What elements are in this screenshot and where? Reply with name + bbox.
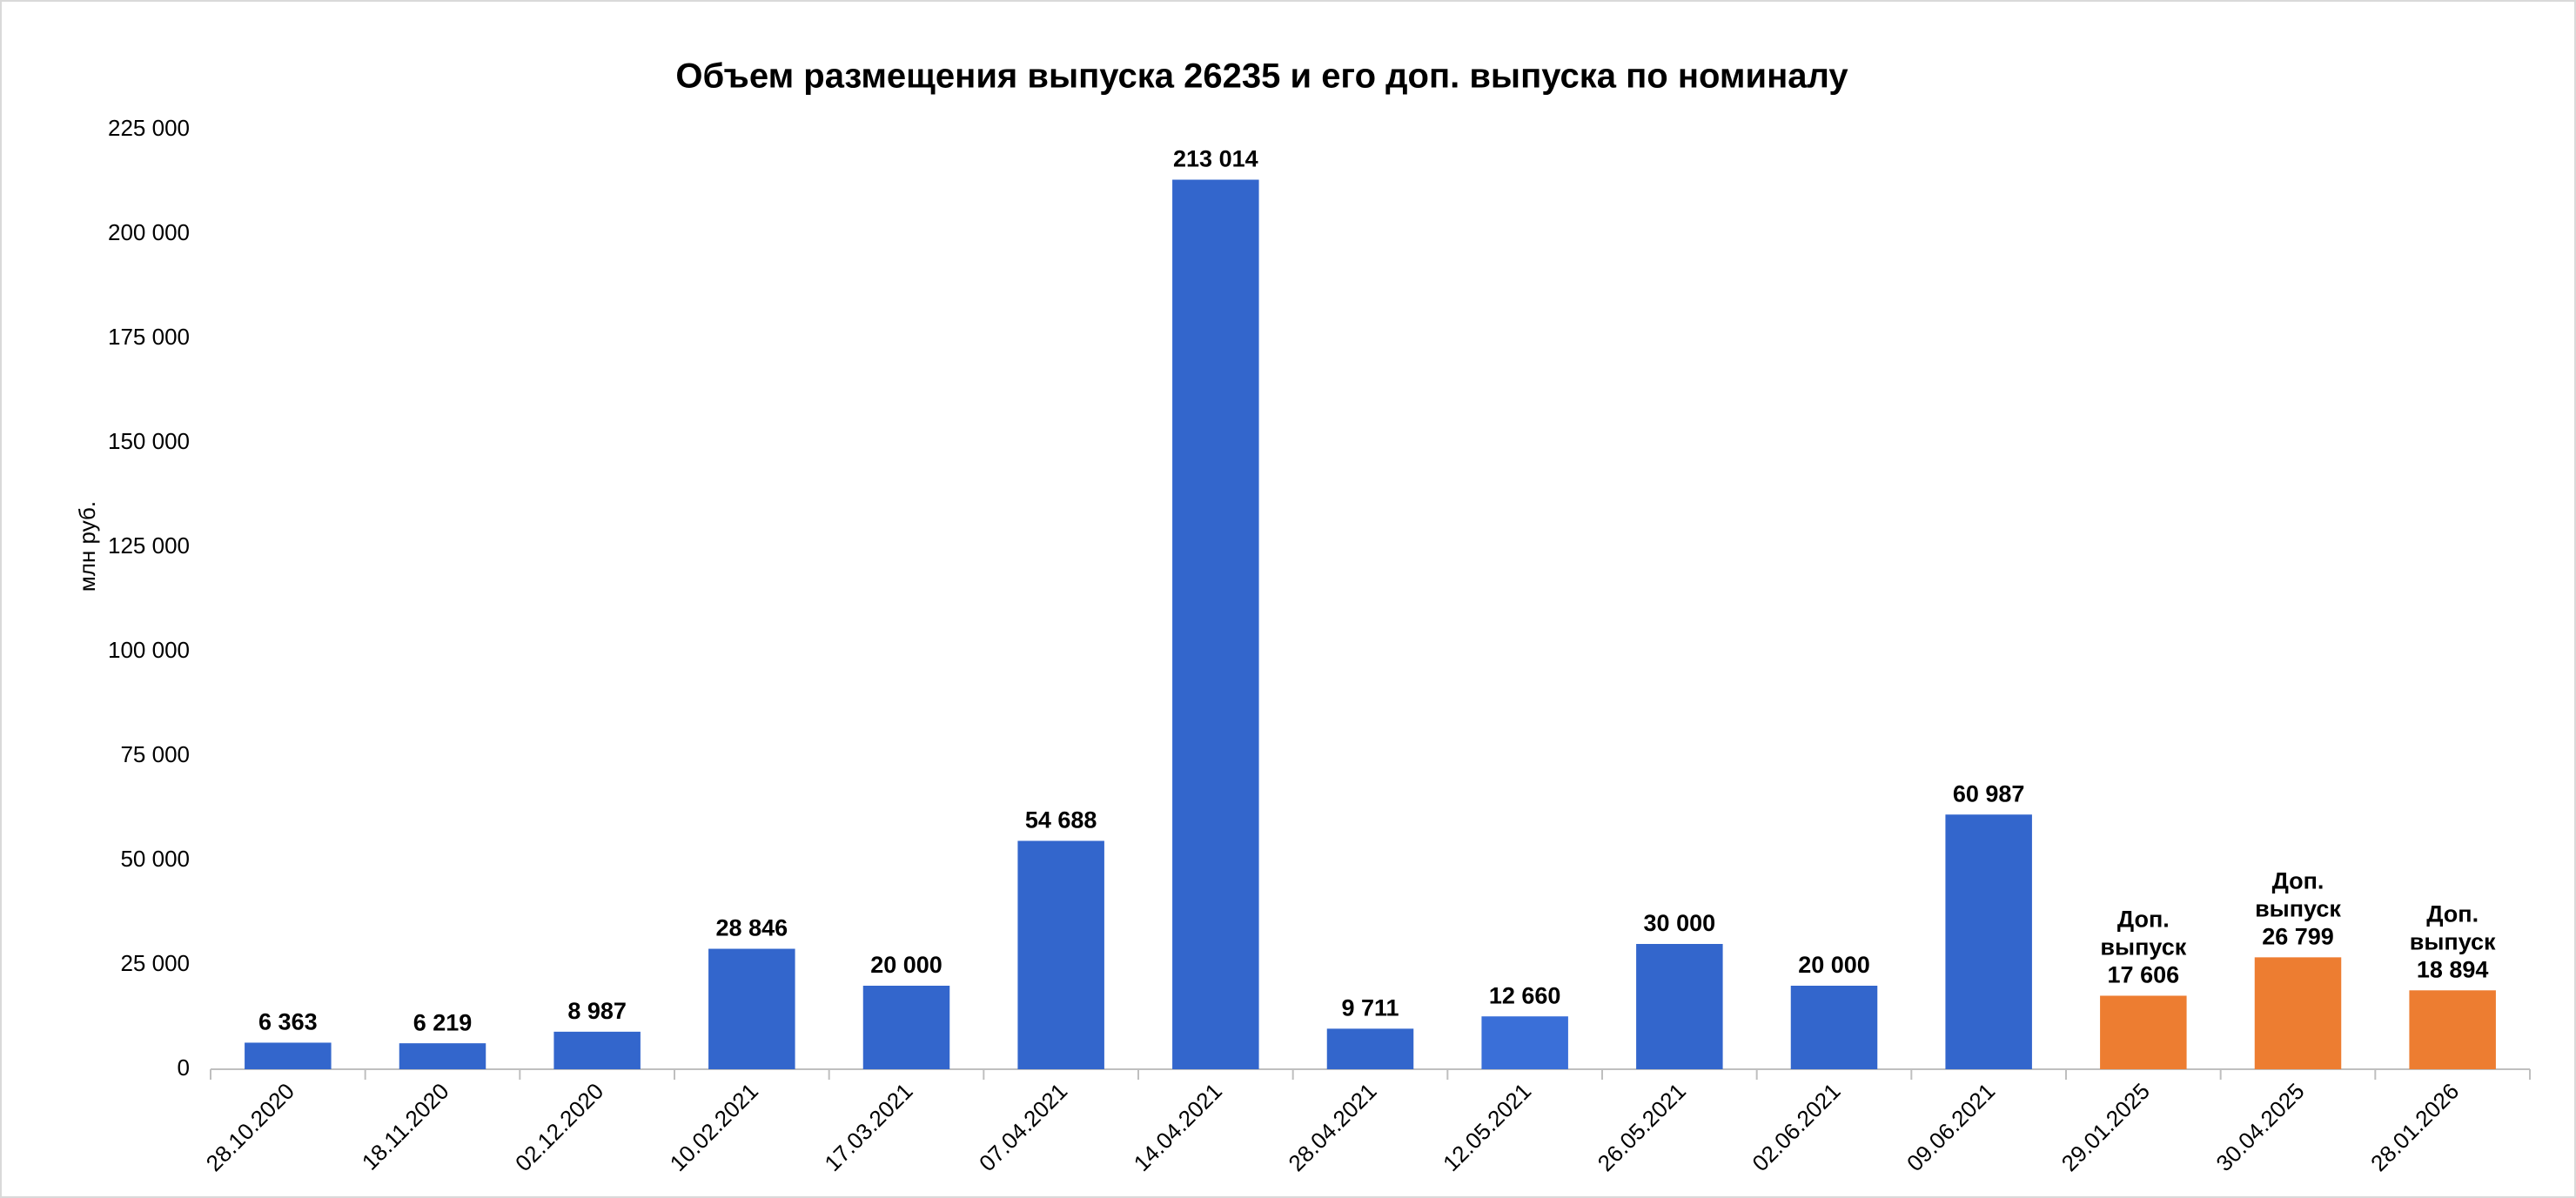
y-tick-label: 225 000 xyxy=(108,115,190,141)
data-label-note: Доп. xyxy=(2117,907,2170,933)
data-label-note: выпуск xyxy=(2255,895,2341,921)
bar xyxy=(1945,814,2032,1069)
data-label: 9 711 xyxy=(1341,995,1399,1021)
data-label: 6 363 xyxy=(258,1009,318,1035)
data-label: 54 688 xyxy=(1025,807,1097,833)
bar xyxy=(1636,944,1723,1069)
data-label: 60 987 xyxy=(1953,780,2025,806)
chart-title: Объем размещения выпуска 26235 и его доп… xyxy=(675,57,1848,96)
data-label: 20 000 xyxy=(870,952,943,978)
bar xyxy=(1017,840,1104,1069)
bar xyxy=(1326,1028,1414,1069)
bar xyxy=(553,1031,641,1069)
y-tick-label: 175 000 xyxy=(108,324,190,350)
bar xyxy=(245,1042,332,1069)
data-label-note: выпуск xyxy=(2100,934,2186,960)
bar xyxy=(708,948,795,1069)
data-label-note: выпуск xyxy=(2410,928,2496,954)
data-label: 30 000 xyxy=(1644,910,1716,936)
bar xyxy=(1172,179,1259,1069)
bar xyxy=(2254,957,2342,1069)
bar xyxy=(399,1043,486,1069)
y-axis-label: млн руб. xyxy=(74,501,100,592)
y-tick-label: 200 000 xyxy=(108,219,190,245)
data-label: 8 987 xyxy=(567,998,627,1024)
y-tick-label: 150 000 xyxy=(108,428,190,454)
data-label: 20 000 xyxy=(1798,952,1870,978)
bar xyxy=(862,986,950,1069)
data-label: 17 606 xyxy=(2108,962,2180,988)
data-label: 28 846 xyxy=(716,915,788,941)
bar xyxy=(2100,995,2187,1069)
bar xyxy=(1790,986,1878,1069)
data-label: 18 894 xyxy=(2417,956,2489,982)
data-label: 12 660 xyxy=(1489,982,1561,1008)
y-tick-label: 75 000 xyxy=(120,741,190,767)
bar xyxy=(2409,990,2496,1069)
data-label: 213 014 xyxy=(1173,146,1258,172)
y-tick-label: 25 000 xyxy=(120,950,190,976)
y-tick-label: 125 000 xyxy=(108,532,190,559)
data-label: 26 799 xyxy=(2262,923,2334,949)
data-label-note: Доп. xyxy=(2272,867,2324,893)
y-tick-label: 50 000 xyxy=(120,846,190,872)
data-label: 6 219 xyxy=(413,1009,473,1035)
bar xyxy=(1481,1016,1568,1069)
y-tick-label: 0 xyxy=(178,1054,190,1081)
y-tick-label: 100 000 xyxy=(108,637,190,663)
data-label-note: Доп. xyxy=(2426,900,2479,927)
